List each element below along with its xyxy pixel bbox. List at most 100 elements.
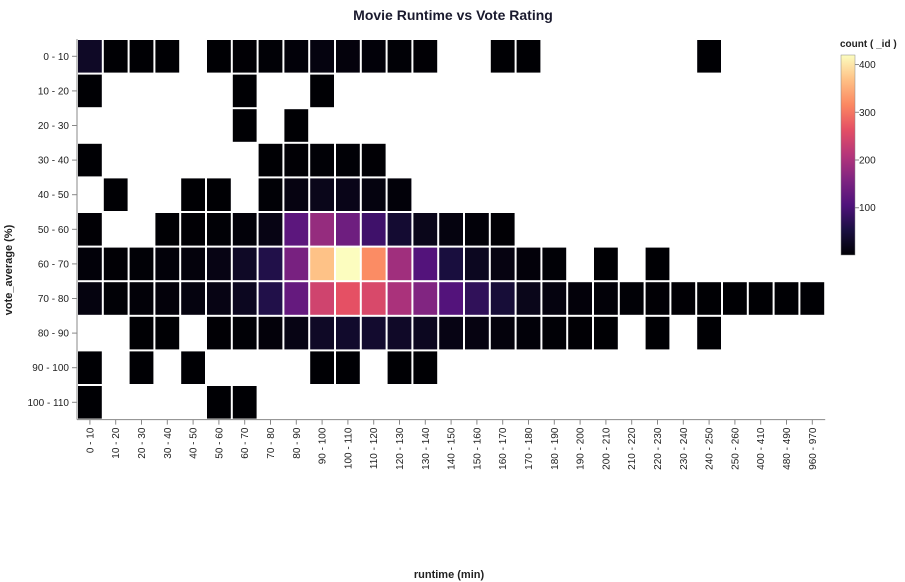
y-tick-label: 10 - 20 — [38, 86, 70, 97]
x-tick-label: 90 - 100 — [318, 427, 329, 464]
heatmap-cell — [103, 178, 128, 211]
heatmap-cell — [284, 143, 309, 177]
heatmap-cell — [78, 40, 102, 73]
heatmap-cell — [310, 351, 334, 384]
heatmap-cell — [78, 386, 102, 419]
heatmap-cell — [361, 316, 386, 350]
heatmap-cell — [336, 40, 360, 73]
heatmap-cell — [207, 282, 231, 315]
x-tick-label: 40 - 50 — [189, 427, 200, 459]
heatmap-cell — [413, 213, 438, 246]
heatmap-cell — [258, 40, 283, 73]
heatmap-cell — [284, 213, 309, 246]
heatmap-cell — [645, 282, 670, 315]
heatmap-cell — [697, 316, 721, 350]
y-axis-ticks: 0 - 10 10 - 20 20 - 30 30 - 40 40 - 50 50 - 6… — [27, 52, 77, 409]
x-tick-label: 110 - 120 — [369, 427, 380, 469]
heatmap-cell — [387, 282, 412, 315]
heatmap-cell — [78, 282, 102, 315]
heatmap-cell — [129, 316, 154, 350]
heatmap-cell — [103, 247, 128, 281]
heatmap-cell — [594, 247, 618, 281]
heatmap-cell — [542, 247, 567, 281]
heatmap-cell — [490, 40, 515, 73]
x-axis-label: runtime (min) — [414, 569, 485, 581]
heatmap-cell — [310, 247, 334, 281]
heatmap-cell — [310, 143, 334, 177]
heatmap-cell — [336, 178, 360, 211]
x-tick-label: 960 - 970 — [808, 427, 819, 470]
heatmap-cell — [361, 40, 386, 73]
heatmap-cell — [439, 213, 463, 246]
y-tick-label: 20 - 30 — [38, 121, 70, 132]
x-tick-label: 20 - 30 — [137, 427, 148, 459]
x-tick-label: 220 - 230 — [653, 427, 664, 470]
chart-title: Movie Runtime vs Vote Rating — [353, 7, 553, 23]
x-tick-label: 240 - 250 — [705, 427, 716, 470]
heatmap-cell — [258, 316, 283, 350]
y-tick-label: 60 - 70 — [38, 259, 70, 270]
heatmap-cell — [645, 247, 670, 281]
heatmap-cell — [671, 282, 696, 315]
heatmap-cell — [387, 316, 412, 350]
heatmap-cell — [413, 247, 438, 281]
x-tick-label: 100 - 110 — [343, 427, 354, 469]
heatmap-cell — [181, 213, 205, 246]
heatmap-cell — [258, 178, 283, 211]
x-tick-label: 50 - 60 — [214, 427, 225, 459]
heatmap-cell — [465, 316, 489, 350]
heatmap-cell — [258, 213, 283, 246]
heatmap-cell — [310, 316, 334, 350]
heatmap-cell — [129, 351, 154, 384]
heatmap-cell — [284, 40, 309, 73]
heatmap-cell — [129, 282, 154, 315]
x-tick-label: 180 - 190 — [550, 427, 561, 470]
x-tick-label: 0 - 10 — [85, 427, 96, 453]
heatmap-cell — [78, 74, 102, 108]
heatmap-cell — [155, 40, 180, 73]
y-tick-label: 90 - 100 — [32, 363, 69, 374]
x-tick-label: 170 - 180 — [524, 427, 535, 470]
x-tick-label: 250 - 260 — [730, 427, 741, 470]
heatmap-cell — [181, 282, 205, 315]
x-tick-label: 210 - 220 — [627, 427, 638, 470]
y-tick-label: 0 - 10 — [43, 52, 69, 63]
x-axis-ticks: 0 - 10 10 - 20 20 - 30 30 - 40 40 - 50 50 - 6… — [85, 419, 819, 470]
heatmap-cell — [413, 40, 438, 73]
legend-title: count ( _id ) — [840, 39, 897, 50]
heatmap-cell — [413, 282, 438, 315]
heatmap-cell — [78, 213, 102, 246]
x-tick-label: 150 - 160 — [472, 427, 483, 470]
heatmap-cell — [284, 178, 309, 211]
heatmap-cell — [284, 316, 309, 350]
heatmap-cell — [490, 247, 515, 281]
heatmap-cell — [697, 282, 721, 315]
heatmap-cell — [336, 247, 360, 281]
heatmap-cell — [78, 351, 102, 384]
heatmap-cell — [207, 40, 231, 73]
heatmap-cell — [207, 247, 231, 281]
heatmap-cell — [387, 213, 412, 246]
y-tick-label: 50 - 60 — [38, 225, 70, 236]
x-tick-label: 10 - 20 — [111, 427, 122, 459]
heatmap-cell — [232, 40, 257, 73]
heatmap-cell — [78, 247, 102, 281]
heatmap-cell — [568, 282, 592, 315]
legend-gradient-bar — [840, 54, 856, 256]
heatmap-cell — [361, 178, 386, 211]
x-tick-label: 200 - 210 — [601, 427, 612, 470]
heatmap-cell — [336, 143, 360, 177]
y-tick-label: 30 - 40 — [38, 156, 70, 167]
heatmap-cell — [439, 316, 463, 350]
heatmap-cell — [232, 386, 257, 419]
heatmap-cell — [129, 40, 154, 73]
y-tick-label: 70 - 80 — [38, 294, 70, 305]
heatmap-cell — [207, 386, 231, 419]
y-tick-label: 40 - 50 — [38, 190, 70, 201]
heatmap-cell — [594, 282, 618, 315]
heatmap-cell — [516, 40, 541, 73]
heatmap-cell — [748, 282, 773, 315]
heatmap-cell — [181, 178, 205, 211]
heatmap-cell — [258, 143, 283, 177]
heatmap-cell — [310, 282, 334, 315]
